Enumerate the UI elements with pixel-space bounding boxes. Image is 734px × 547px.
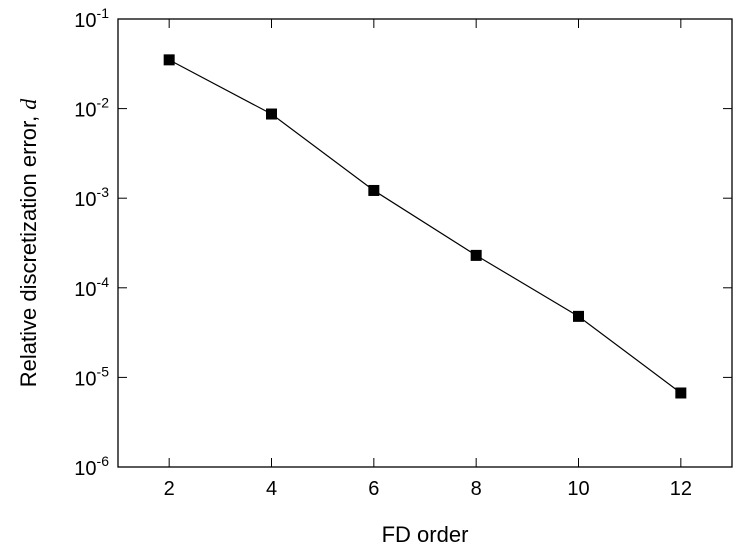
data-point-marker <box>368 184 380 196</box>
data-point-marker <box>470 249 482 261</box>
data-point-marker <box>266 108 277 120</box>
data-point-marker <box>573 310 584 322</box>
y-tick-label: 10-5 <box>74 363 109 390</box>
x-tick-label: 10 <box>567 478 589 500</box>
y-tick-label: 10-6 <box>74 453 109 480</box>
x-tick-label: 4 <box>266 478 277 500</box>
plot-frame <box>117 18 733 468</box>
x-tick-label: 12 <box>670 478 692 500</box>
y-tick-label: 10-2 <box>74 95 109 122</box>
data-point-marker <box>163 54 175 66</box>
y-axis-title-text: Relative discretization error, <box>16 116 41 387</box>
series-line <box>168 59 682 394</box>
y-tick-label: 10-3 <box>74 184 109 211</box>
y-axis-title: Relative discretization error, d <box>16 98 41 387</box>
y-axis-ticks: 10-1 10-2 10-3 10-4 10-5 10-6 <box>74 5 732 480</box>
x-tick-label: 2 <box>164 478 175 500</box>
x-axis-title: FD order <box>382 522 469 547</box>
y-tick-label: 10-1 <box>74 5 109 32</box>
x-tick-label: 8 <box>471 478 482 500</box>
data-point-marker <box>675 387 687 399</box>
y-tick-label: 10-4 <box>74 274 109 301</box>
y-axis-title-symbol: d <box>16 98 41 110</box>
x-tick-label: 6 <box>368 478 379 500</box>
series-layer <box>163 54 687 399</box>
x-axis-ticks: 2 4 6 8 10 12 <box>164 19 692 500</box>
